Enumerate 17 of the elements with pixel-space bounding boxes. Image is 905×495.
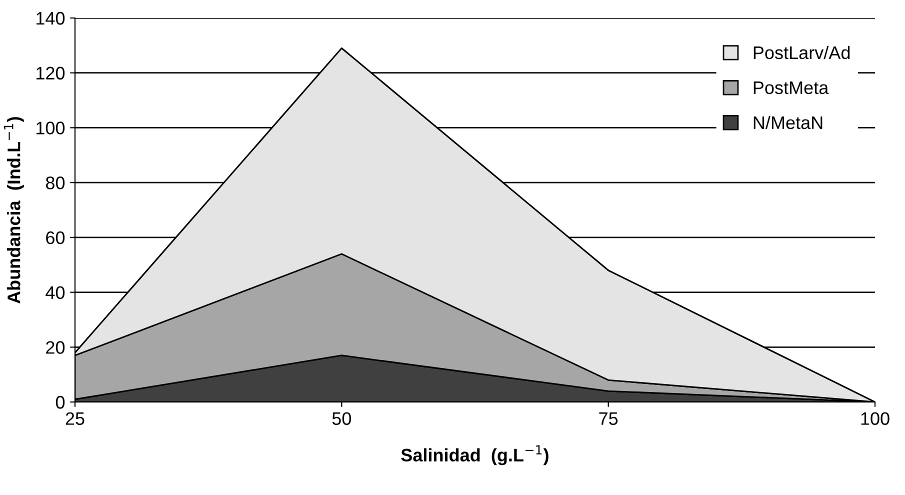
x-tick-label: 75 <box>599 412 618 425</box>
x-tick-label: 25 <box>66 412 84 425</box>
y-tick-label: 100 <box>36 122 65 134</box>
y-tick-label: 140 <box>36 12 65 25</box>
y-tick-label: 60 <box>46 231 65 244</box>
x-tick-label: 100 <box>861 412 890 425</box>
y-axis-title: Abundancia (Ind.L$^{−1}$) <box>4 117 24 304</box>
x-tick-label: 50 <box>332 412 352 425</box>
legend-label: N/MetaN <box>754 116 822 130</box>
y-tick-label: 80 <box>46 176 65 190</box>
legend-label: PostLarv/Ad <box>754 46 850 60</box>
y-tick-label: 40 <box>46 286 65 300</box>
y-tick-label: 20 <box>46 341 65 354</box>
y-tick-label: 0 <box>56 396 65 409</box>
legend-label: PostMeta <box>754 82 829 94</box>
x-axis-title: Salinidad (g.L$^{−1}$) <box>401 445 548 466</box>
y-tick-label: 120 <box>36 66 65 80</box>
